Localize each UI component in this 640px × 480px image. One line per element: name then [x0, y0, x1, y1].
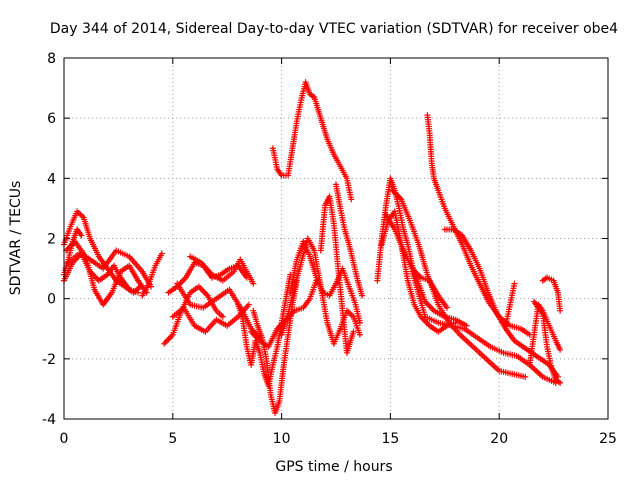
data-point: [557, 379, 564, 386]
y-tick-label: 8: [47, 51, 56, 67]
y-tick-label: 6: [47, 111, 56, 127]
series-arc-r: [317, 193, 357, 356]
data-point: [356, 319, 363, 326]
series-arc-s: [333, 181, 366, 299]
y-tick-label: 2: [47, 232, 56, 248]
series-arc-f: [139, 250, 165, 299]
series-arc-ad: [531, 298, 564, 386]
data-point: [522, 373, 529, 380]
y-tick-label: 0: [47, 292, 56, 308]
x-tick-label: 20: [490, 431, 508, 447]
data-point: [148, 283, 155, 290]
x-tick-label: 25: [599, 431, 617, 447]
data-point: [511, 280, 518, 287]
x-tick-label: 5: [168, 431, 177, 447]
series-arc-o: [269, 79, 355, 203]
series-arc-e: [61, 226, 85, 278]
y-tick-labels: -4 -2 0 2 4 6 8: [42, 51, 56, 428]
data-point: [78, 232, 85, 239]
chart-title: Day 344 of 2014, Sidereal Day-to-day VTE…: [50, 21, 618, 37]
x-tick-label: 0: [60, 431, 69, 447]
y-tick-label: 4: [47, 171, 56, 187]
series-arc-v: [383, 211, 450, 311]
series-arc-z: [441, 226, 561, 380]
plot-border: [63, 57, 609, 420]
data-point: [219, 313, 226, 320]
data-point: [134, 289, 141, 296]
series-arc-n: [248, 277, 320, 350]
data-point: [443, 304, 450, 311]
series-arc-ac: [539, 274, 564, 314]
x-tick-label: 10: [273, 431, 291, 447]
data-point: [350, 328, 357, 335]
data-point: [359, 292, 366, 299]
data-points: [61, 79, 564, 416]
y-tick-label: -4: [42, 412, 56, 428]
data-point: [554, 373, 561, 380]
y-axis-label: SDTVAR / TECUs: [8, 181, 24, 296]
data-point: [158, 250, 165, 257]
data-point: [557, 307, 564, 314]
data-point: [557, 346, 564, 353]
x-tick-labels: 0 5 10 15 20 25: [60, 431, 617, 447]
data-point: [348, 196, 355, 203]
data-point: [245, 301, 252, 308]
data-point: [250, 280, 257, 287]
x-axis-label: GPS time / hours: [275, 459, 392, 475]
data-point: [356, 331, 363, 338]
series-arc-k: [187, 253, 257, 287]
series-arc-a: [61, 208, 144, 296]
series-arc-y: [424, 112, 533, 338]
series-arc-aa: [502, 280, 518, 329]
y-tick-label: -2: [42, 352, 56, 368]
x-tick-label: 15: [381, 431, 399, 447]
